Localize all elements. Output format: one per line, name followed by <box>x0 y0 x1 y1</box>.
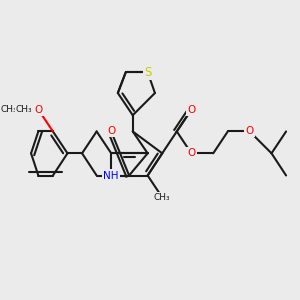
Text: O: O <box>245 127 254 136</box>
Text: O: O <box>187 148 196 158</box>
Text: O: O <box>107 127 115 136</box>
Text: S: S <box>144 66 151 79</box>
Text: CH₃: CH₃ <box>154 193 170 202</box>
Text: O: O <box>187 105 196 115</box>
Text: CH₃: CH₃ <box>16 105 32 114</box>
Text: O: O <box>34 105 43 115</box>
Text: O: O <box>34 105 43 115</box>
Text: NH: NH <box>103 170 119 181</box>
Text: O: O <box>20 105 28 115</box>
Text: CH₃: CH₃ <box>1 105 17 114</box>
